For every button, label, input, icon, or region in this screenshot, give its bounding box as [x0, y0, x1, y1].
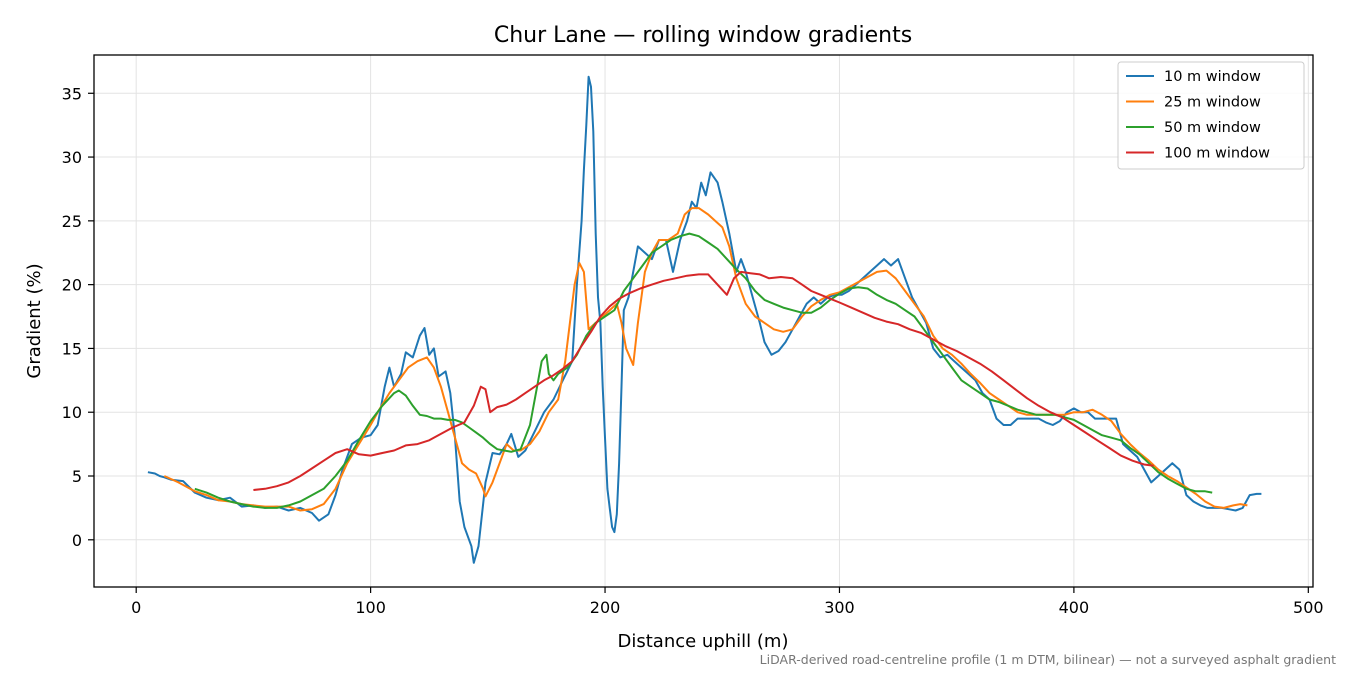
y-tick-label: 15: [62, 339, 82, 358]
legend-box: [1117, 61, 1305, 170]
y-tick-label: 25: [62, 212, 82, 231]
series-lines: [147, 75, 1262, 564]
x-tick-label: 400: [1059, 598, 1090, 617]
axis-ticks: 0 100 200 300 400 500 0 5 10 15 20 25 30 35: [62, 84, 1324, 617]
legend-label: 10 m window: [1164, 69, 1261, 85]
legend-label: 100 m window: [1164, 146, 1270, 162]
y-axis-label: Gradient (%): [24, 263, 45, 378]
y-tick-label: 10: [62, 403, 82, 422]
legend-label: 25 m window: [1164, 95, 1261, 111]
x-tick-label: 0: [131, 598, 141, 617]
y-tick-label: 5: [72, 467, 82, 486]
series-line-4: [253, 270, 1154, 491]
chart-title: Chur Lane — rolling window gradients: [494, 23, 912, 48]
footnote: LiDAR-derived road-centreline profile (1…: [759, 652, 1336, 667]
y-tick-label: 35: [62, 84, 82, 103]
y-tick-label: 30: [62, 148, 82, 167]
grid: [94, 55, 1313, 587]
y-tick-label: 20: [62, 276, 82, 295]
x-tick-label: 500: [1293, 598, 1324, 617]
series-line-3: [194, 232, 1213, 509]
x-axis-label: Distance uphill (m): [618, 631, 789, 652]
series-line-1: [147, 75, 1262, 564]
x-tick-label: 100: [355, 598, 386, 617]
y-tick-label: 0: [72, 531, 82, 550]
plot-frame: [93, 54, 1314, 588]
legend-label: 50 m window: [1164, 120, 1261, 136]
x-tick-label: 200: [590, 598, 621, 617]
legend: 10 m window 25 m window 50 m window 100 m w…: [1117, 61, 1305, 170]
series-line-2: [163, 207, 1248, 512]
x-tick-label: 300: [824, 598, 855, 617]
